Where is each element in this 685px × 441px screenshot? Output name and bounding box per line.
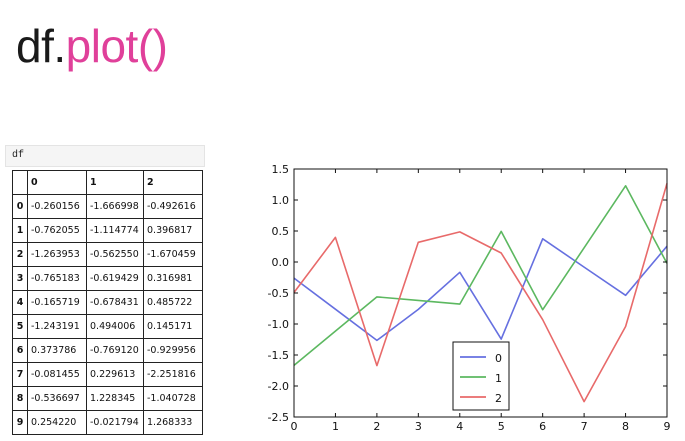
table-cell: -0.260156 [27, 194, 87, 219]
table-cell: -1.243191 [27, 314, 87, 339]
table-row: 8 -0.536697 1.228345 -1.040728 [12, 386, 203, 411]
table-cell: -0.769120 [86, 338, 144, 363]
table-cell: 0.494006 [86, 314, 144, 339]
row-index: 1 [12, 218, 28, 243]
y-tick-label: -1.0 [268, 318, 289, 331]
table-cell: -0.492616 [143, 194, 203, 219]
table-cell: -0.678431 [86, 290, 144, 315]
column-header: 2 [143, 170, 203, 195]
legend-box [452, 341, 510, 411]
y-tick-label: 0.5 [272, 225, 290, 238]
row-index: 2 [12, 242, 28, 267]
legend-label-0: 0 [495, 352, 502, 365]
table-header-row: 0 1 2 [12, 170, 203, 195]
x-tick-label: 2 [373, 420, 380, 433]
slide-title: df.plot() [16, 16, 168, 76]
table-cell: 0.373786 [27, 338, 87, 363]
table-cell: 0.396817 [143, 218, 203, 243]
series-line-0 [293, 238, 668, 342]
table-cell: -1.114774 [86, 218, 144, 243]
row-index: 6 [12, 338, 28, 363]
table-row: 0 -0.260156 -1.666998 -0.492616 [12, 194, 203, 219]
table-cell: -0.562550 [86, 242, 144, 267]
table-cell: -1.040728 [143, 386, 203, 411]
table-cell: 0.316981 [143, 266, 203, 291]
table-cell: -2.251816 [143, 362, 203, 387]
x-tick-label: 6 [539, 420, 546, 433]
table-cell: -0.081455 [27, 362, 87, 387]
table-cell: -0.536697 [27, 386, 87, 411]
table-row: 6 0.373786 -0.769120 -0.929956 [12, 338, 203, 363]
series-line-2 [293, 183, 668, 403]
table-cell: -1.670459 [143, 242, 203, 267]
x-tick-label: 5 [498, 420, 505, 433]
table-cell: -1.666998 [86, 194, 144, 219]
row-index: 8 [12, 386, 28, 411]
row-index: 3 [12, 266, 28, 291]
y-tick-label: 0.0 [272, 256, 290, 269]
index-header [12, 170, 28, 195]
table-row: 4 -0.165719 -0.678431 0.485722 [12, 290, 203, 315]
table-row: 3 -0.765183 -0.619429 0.316981 [12, 266, 203, 291]
code-text: df [12, 150, 25, 161]
y-tick-label: -2.5 [268, 411, 289, 424]
table-row: 7 -0.081455 0.229613 -2.251816 [12, 362, 203, 387]
x-tick-label: 8 [622, 420, 629, 433]
table-row: 1 -0.762055 -1.114774 0.396817 [12, 218, 203, 243]
table-row: 9 0.254220 -0.021794 1.268333 [12, 410, 203, 435]
legend-label-2: 2 [495, 392, 502, 405]
x-tick-label: 4 [456, 420, 463, 433]
x-tick-label: 7 [581, 420, 588, 433]
series-line-1 [293, 184, 668, 367]
title-prefix: df. [16, 20, 66, 72]
row-index: 5 [12, 314, 28, 339]
y-tick-label: -1.5 [268, 349, 289, 362]
row-index: 9 [12, 410, 28, 435]
dataframe-table: 0 1 2 0 -0.260156 -1.666998 -0.492616 1 -0.7… [12, 170, 203, 435]
row-index: 4 [12, 290, 28, 315]
table-row: 5 -1.243191 0.494006 0.145171 [12, 314, 203, 339]
code-input-cell[interactable]: df [5, 145, 205, 167]
line-chart: 0 1 2 3 4 5 6 7 8 9 -2.5 -2.0 -1.5 -1.0 -0.5 0.0 0.5 1.0 1… [268, 163, 671, 433]
x-tick-label: 1 [332, 420, 339, 433]
column-header: 1 [86, 170, 144, 195]
table-cell: -0.929956 [143, 338, 203, 363]
row-index: 0 [12, 194, 28, 219]
x-tick-label: 0 [291, 420, 298, 433]
table-cell: 0.254220 [27, 410, 87, 435]
column-header: 0 [27, 170, 87, 195]
x-tick-label: 3 [415, 420, 422, 433]
title-accent: plot() [65, 20, 168, 72]
table-cell: -1.263953 [27, 242, 87, 267]
table-cell: -0.619429 [86, 266, 144, 291]
row-index: 7 [12, 362, 28, 387]
table-row: 2 -1.263953 -0.562550 -1.670459 [12, 242, 203, 267]
x-tick-label: 9 [664, 420, 671, 433]
table-cell: -0.021794 [86, 410, 144, 435]
table-cell: 0.229613 [86, 362, 144, 387]
table-cell: 0.145171 [143, 314, 203, 339]
y-tick-label: -2.0 [268, 380, 289, 393]
legend-label-1: 1 [495, 372, 502, 385]
table-cell: -0.762055 [27, 218, 87, 243]
y-tick-label: -0.5 [268, 287, 289, 300]
table-cell: 1.268333 [143, 410, 203, 435]
table-cell: 0.485722 [143, 290, 203, 315]
table-cell: -0.765183 [27, 266, 87, 291]
y-tick-label: 1.5 [272, 163, 290, 176]
table-cell: 1.228345 [86, 386, 144, 411]
table-cell: -0.165719 [27, 290, 87, 315]
y-tick-label: 1.0 [272, 194, 290, 207]
